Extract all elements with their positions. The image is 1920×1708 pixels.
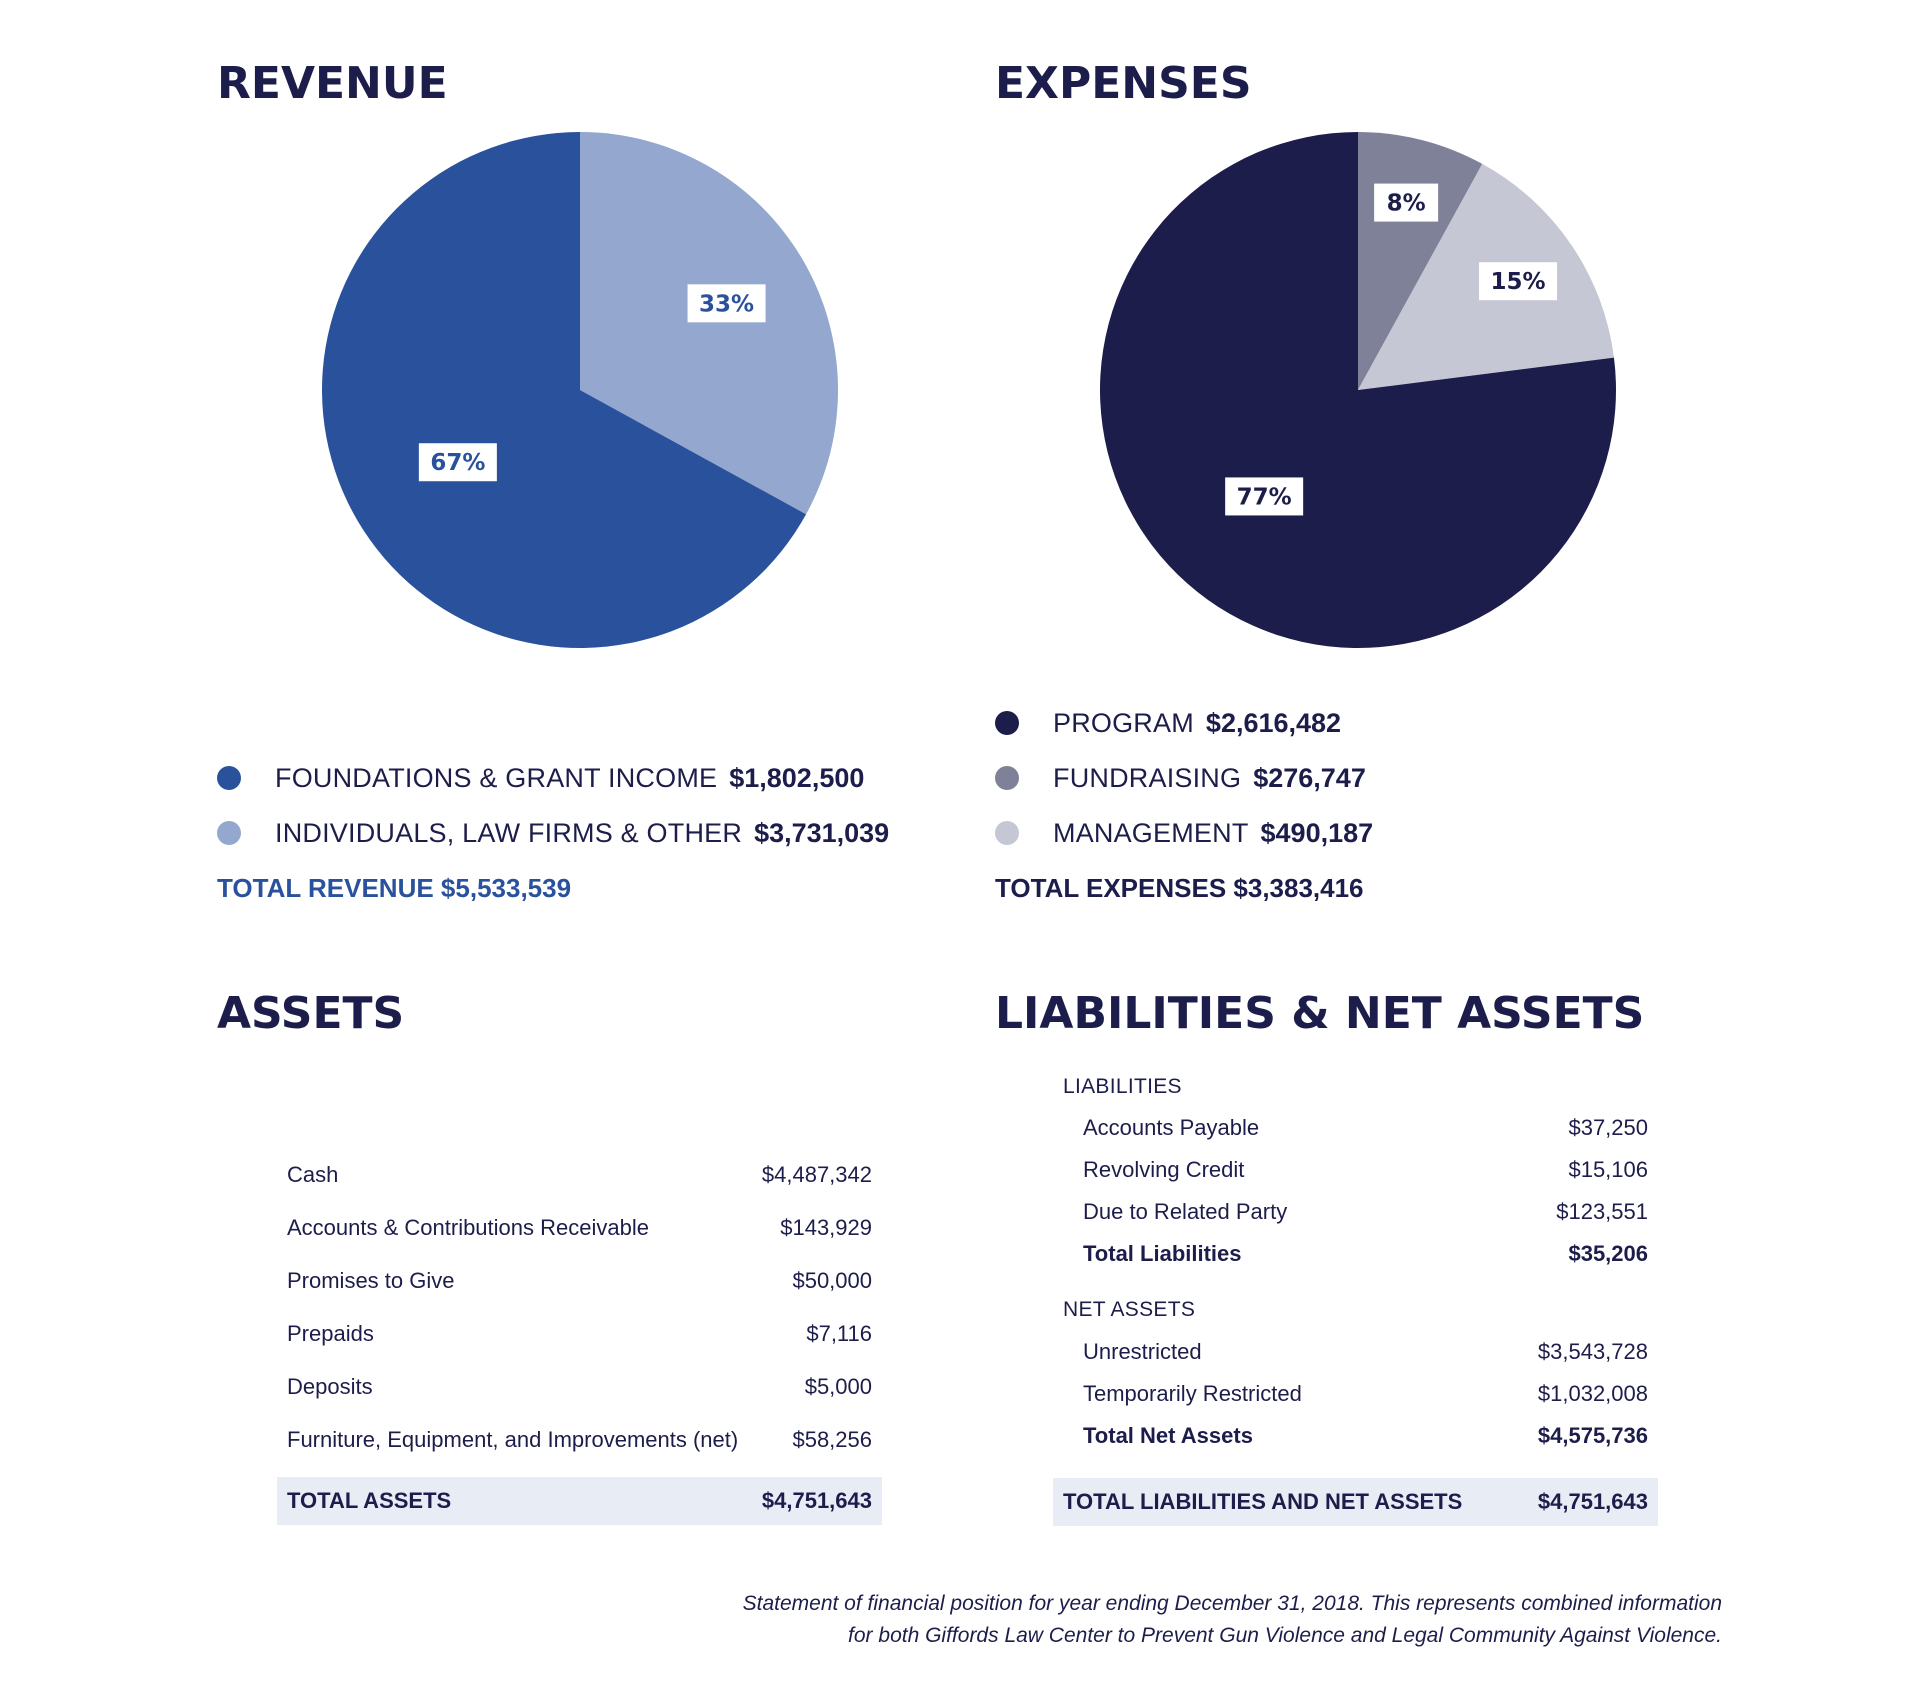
table-row: Temporarily Restricted $1,032,008 <box>1053 1374 1658 1414</box>
legend-label: INDIVIDUALS, LAW FIRMS & OTHER <box>275 817 743 848</box>
row-value: $123,551 <box>1556 1199 1648 1224</box>
legend-dot-icon <box>217 821 241 845</box>
revenue-total: TOTAL REVENUE $5,533,539 <box>217 873 572 903</box>
liabilities-total-row: Total Liabilities $35,206 <box>1053 1234 1658 1274</box>
row-value: $4,487,342 <box>761 1162 872 1187</box>
table-row: Furniture, Equipment, and Improvements (… <box>277 1420 882 1460</box>
total-label: Total Net Assets <box>1083 1423 1253 1448</box>
expenses-title: EXPENSES <box>995 58 1252 109</box>
row-value: $7,116 <box>806 1321 872 1346</box>
legend-item-management: MANAGEMENT $490,187 <box>995 813 1373 853</box>
row-value: $37,250 <box>1568 1115 1648 1140</box>
legend-item-individuals: INDIVIDUALS, LAW FIRMS & OTHER $3,731,03… <box>217 813 889 853</box>
pie-label-fundraising: 8% <box>1387 191 1426 217</box>
total-value: $4,575,736 <box>1537 1423 1648 1448</box>
pie-label-box <box>418 443 497 482</box>
table-row: Accounts & Contributions Receivable $143… <box>277 1208 882 1248</box>
row-value: $143,929 <box>780 1215 872 1240</box>
legend-item-program: PROGRAM $2,616,482 <box>995 703 1341 743</box>
legend-label: PROGRAM <box>1053 707 1194 738</box>
legend-item-foundations: FOUNDATIONS & GRANT INCOME $1,802,500 <box>217 758 864 798</box>
row-value: $5,000 <box>804 1374 872 1399</box>
net-assets-header: NET ASSETS <box>1063 1298 1196 1321</box>
total-label: TOTAL ASSETS <box>287 1488 452 1513</box>
row-label: Cash <box>287 1162 339 1187</box>
row-label: Furniture, Equipment, and Improvements (… <box>287 1427 739 1452</box>
legend-dot-icon <box>217 766 241 790</box>
table-row: Due to Related Party $123,551 <box>1053 1192 1658 1232</box>
footnote: Statement of financial position for year… <box>622 1588 1722 1652</box>
row-label: Revolving Credit <box>1083 1157 1245 1182</box>
row-value: $15,106 <box>1568 1157 1648 1182</box>
liabilities-header: LIABILITIES <box>1063 1075 1182 1098</box>
expenses-pie-chart: 8% 15% 77% <box>1100 132 1616 648</box>
pie-label-box <box>1225 477 1304 516</box>
revenue-title: REVENUE <box>217 58 448 109</box>
table-row: Revolving Credit $15,106 <box>1053 1150 1658 1190</box>
legend-dot-icon <box>995 766 1019 790</box>
assets-title: ASSETS <box>217 988 405 1039</box>
total-value: $4,751,643 <box>761 1488 872 1513</box>
table-row: Promises to Give $50,000 <box>277 1261 882 1301</box>
expenses-legend: PROGRAM $2,616,482 FUNDRAISING $276,747 … <box>995 703 1695 923</box>
revenue-pie-chart: 33% 67% <box>322 132 839 648</box>
row-value: $50,000 <box>792 1268 872 1293</box>
revenue-legend: FOUNDATIONS & GRANT INCOME $1,802,500 IN… <box>217 758 917 918</box>
total-label: Total Liabilities <box>1083 1241 1242 1266</box>
legend-amount: $276,747 <box>1253 762 1366 793</box>
row-label: Temporarily Restricted <box>1083 1381 1302 1406</box>
table-row: Prepaids $7,116 <box>277 1314 882 1354</box>
pie-slice-individuals-law-firms-other <box>580 132 839 515</box>
pie-label-box <box>1374 183 1439 222</box>
assets-total-row: TOTAL ASSETS $4,751,643 <box>277 1477 882 1525</box>
table-row: Cash $4,487,342 <box>277 1155 882 1195</box>
table-row: Accounts Payable $37,250 <box>1053 1108 1658 1148</box>
row-label: Promises to Give <box>287 1268 455 1293</box>
pie-slice-program <box>1100 132 1616 648</box>
grand-total-row: TOTAL LIABILITIES AND NET ASSETS $4,751,… <box>1053 1478 1658 1526</box>
footnote-line-2: for both Giffords Law Center to Prevent … <box>848 1624 1722 1647</box>
row-label: Unrestricted <box>1083 1339 1202 1364</box>
pie-label-box <box>1479 262 1558 301</box>
table-row: Deposits $5,000 <box>277 1367 882 1407</box>
pie-label-program: 77% <box>1237 484 1292 510</box>
row-label: Due to Related Party <box>1083 1199 1288 1224</box>
legend-amount: $2,616,482 <box>1205 707 1342 738</box>
legend-label: MANAGEMENT <box>1053 817 1249 848</box>
legend-dot-icon <box>995 711 1019 735</box>
pie-label-box <box>687 284 766 323</box>
legend-item-fundraising: FUNDRAISING $276,747 <box>995 758 1366 798</box>
table-row: Unrestricted $3,543,728 <box>1053 1332 1658 1372</box>
total-value: $4,751,643 <box>1537 1489 1648 1514</box>
assets-table: Cash $4,487,342 Accounts & Contributions… <box>277 1155 882 1535</box>
legend-label: FUNDRAISING <box>1053 762 1242 793</box>
liabilities-net-assets-table: LIABILITIES Accounts Payable $37,250 Rev… <box>1053 1070 1658 1540</box>
row-label: Accounts & Contributions Receivable <box>287 1215 649 1240</box>
legend-amount: $1,802,500 <box>729 762 865 793</box>
row-label: Deposits <box>287 1374 373 1399</box>
net-assets-total-row: Total Net Assets $4,575,736 <box>1053 1416 1658 1456</box>
row-label: Accounts Payable <box>1083 1115 1260 1140</box>
footnote-line-1: Statement of financial position for year… <box>742 1592 1722 1615</box>
legend-amount: $490,187 <box>1260 817 1374 848</box>
row-value: $1,032,008 <box>1537 1381 1648 1406</box>
pie-label-individuals-law-firms-other: 33% <box>699 291 754 317</box>
legend-amount: $3,731,039 <box>754 817 890 848</box>
pie-label-foundations-grant-income: 67% <box>430 450 485 476</box>
pie-slice-foundations-grant-income <box>322 132 807 648</box>
legend-dot-icon <box>995 821 1019 845</box>
row-value: $58,256 <box>792 1427 872 1452</box>
liabilities-net-assets-title: LIABILITIES & NET ASSETS <box>995 988 1645 1039</box>
pie-label-management: 15% <box>1491 269 1546 295</box>
total-label: TOTAL LIABILITIES AND NET ASSETS <box>1063 1489 1463 1514</box>
total-value: $35,206 <box>1568 1241 1648 1266</box>
legend-label: FOUNDATIONS & GRANT INCOME <box>275 762 718 793</box>
expenses-total: TOTAL EXPENSES $3,383,416 <box>995 873 1364 903</box>
row-label: Prepaids <box>287 1321 374 1346</box>
row-value: $3,543,728 <box>1537 1339 1648 1364</box>
